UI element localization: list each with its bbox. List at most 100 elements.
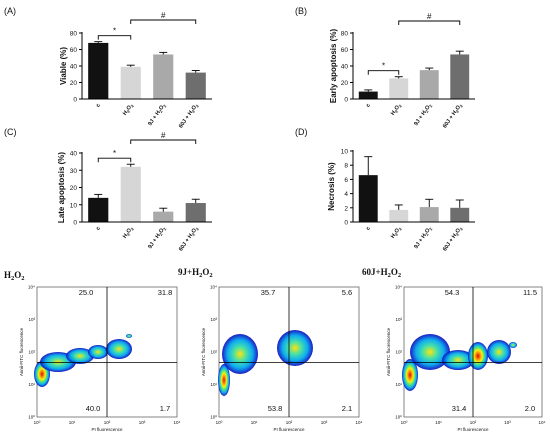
x-tick-label: 10³ <box>321 420 328 425</box>
y-tick-label: 10⁰ <box>395 415 402 420</box>
quadrant-lower-right: 2.1 <box>342 404 352 413</box>
bar <box>419 70 439 99</box>
x-tick-label: 10² <box>104 420 111 425</box>
x-tick-label: 10⁴ <box>356 420 363 425</box>
x-tick-label: 10⁰ <box>216 420 223 425</box>
x-tick-label: 10⁰ <box>34 420 41 425</box>
y-tick-label: 10⁴ <box>28 285 35 290</box>
category-label: 60J + H2O2 <box>442 225 464 253</box>
x-tick-label: 10⁴ <box>174 420 181 425</box>
bar <box>450 54 470 99</box>
significance-bracket <box>398 20 461 25</box>
y-tick-label: 10² <box>210 350 217 355</box>
category-label: 9J + H2O2 <box>147 225 167 250</box>
y-tick-label: 10³ <box>210 317 217 322</box>
y-tick-label: 20 <box>341 80 349 87</box>
significance-label: * <box>113 149 116 158</box>
panel-label: (A) <box>4 6 16 16</box>
bar <box>389 209 409 222</box>
y-tick-label: 20 <box>70 185 78 192</box>
quadrant-upper-right: 5.6 <box>342 288 352 297</box>
panel-label: (B) <box>295 6 307 16</box>
y-tick-label: 2 <box>344 205 348 212</box>
significance-label: # <box>427 12 432 21</box>
bar <box>185 203 206 222</box>
significance-bracket <box>367 70 400 75</box>
density-blob <box>442 350 474 370</box>
y-tick-label: 10 <box>341 149 349 156</box>
category-label: 9J + H2O2 <box>413 102 433 127</box>
y-tick-label: 10⁴ <box>210 285 217 290</box>
bar <box>88 197 109 222</box>
y-tick-label: 10¹ <box>395 382 402 387</box>
quadrant-upper-left: 25.0 <box>79 288 94 297</box>
y-tick-label: 8 <box>344 163 348 170</box>
x-tick-label: 10¹ <box>251 420 258 425</box>
quadrant-lower-right: 1.7 <box>160 404 170 413</box>
y-tick-label: 0 <box>73 97 77 104</box>
y-tick-label: 10² <box>395 350 402 355</box>
category-label: 60J + H2O2 <box>178 225 200 253</box>
bar <box>120 166 141 222</box>
significance-label: * <box>113 27 116 36</box>
bar-panel: (A) 0 20 40 60 80 Viable (%) c H2O2 9J + H2O2 60J … <box>4 6 212 130</box>
density-blob <box>88 345 108 359</box>
quadrant-lower-left: 31.4 <box>452 404 467 413</box>
y-tick-label: 20 <box>70 80 78 87</box>
x-tick-label: 10⁰ <box>401 420 408 425</box>
y-tick-label: 10¹ <box>210 382 217 387</box>
bar-panel: (D) 0 2 4 6 8 10 Necrosis (%) c H2O2 9J + H2O2 60J … <box>295 127 475 253</box>
quadrant-lower-left: 53.8 <box>268 404 283 413</box>
y-tick-label: 10² <box>28 350 35 355</box>
category-label: 60J + H2O2 <box>178 102 200 130</box>
bar <box>88 42 109 99</box>
density-blob <box>222 334 258 374</box>
panel-label: (C) <box>4 127 17 137</box>
x-axis-label: PI fluorescence <box>273 427 305 432</box>
y-axis-label: Early apoptosis (%) <box>329 29 338 104</box>
x-tick-label: 10³ <box>139 420 146 425</box>
density-blob <box>410 334 450 370</box>
bar <box>389 78 409 99</box>
y-tick-label: 0 <box>344 220 348 227</box>
significance-bracket <box>97 35 132 40</box>
bar-panel: (C) 0 10 20 30 40 Late apoptosis (%) c H2O2 9J + … <box>4 127 212 253</box>
y-axis-label: Late apoptosis (%) <box>57 152 66 223</box>
significance-label: # <box>161 131 166 140</box>
flow-title: 60J+H2O2 <box>362 267 401 279</box>
y-tick-label: 60 <box>341 47 349 54</box>
x-tick-label: 10³ <box>504 420 511 425</box>
x-tick-label: 10² <box>470 420 477 425</box>
density-blob <box>468 342 488 370</box>
x-tick-label: 10¹ <box>69 420 76 425</box>
y-axis-label: Necrosis (%) <box>327 162 336 211</box>
category-label: c <box>365 226 372 232</box>
y-axis-label: Annii-FITC fluorescence <box>386 327 391 376</box>
category-label: H2O2 <box>122 102 135 117</box>
category-label: 9J + H2O2 <box>147 102 167 127</box>
quadrant-upper-left: 35.7 <box>261 288 276 297</box>
quadrant-upper-right: 31.8 <box>158 288 173 297</box>
density-blob <box>509 342 517 348</box>
y-tick-label: 10 <box>70 202 78 209</box>
x-tick-label: 10⁴ <box>539 420 546 425</box>
x-tick-label: 10² <box>286 420 293 425</box>
x-axis-label: PI fluorescence <box>91 427 123 432</box>
significance-bracket <box>130 139 197 144</box>
bar <box>120 66 141 99</box>
density-blob <box>487 340 511 364</box>
y-tick-label: 40 <box>70 64 78 71</box>
bar <box>419 207 439 222</box>
y-tick-label: 10³ <box>395 317 402 322</box>
bar <box>358 91 378 99</box>
significance-label: * <box>382 62 385 71</box>
category-label: 60J + H2O2 <box>442 102 464 130</box>
y-tick-label: 10⁴ <box>395 285 402 290</box>
y-axis-label: Viable (%) <box>59 47 68 85</box>
